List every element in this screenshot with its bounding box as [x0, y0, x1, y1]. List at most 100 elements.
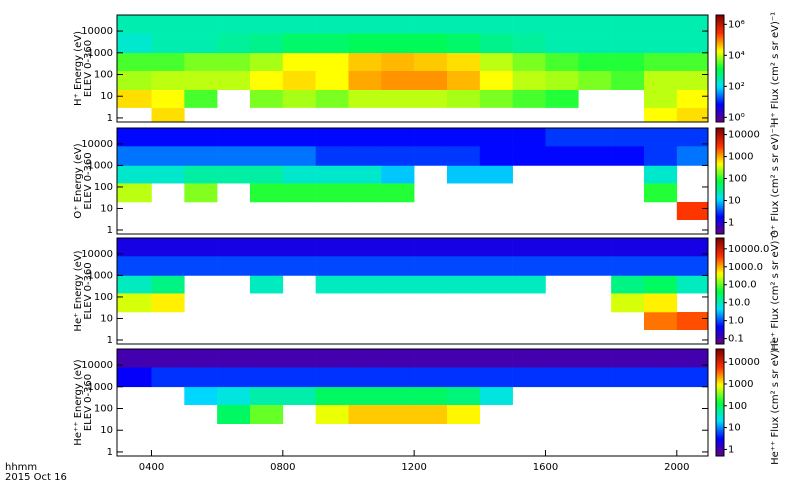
- colorbar-segment: [716, 232, 724, 235]
- heatmap-cell: [151, 15, 185, 34]
- plot-frame: [116, 348, 709, 457]
- colorbar-segment: [716, 186, 724, 189]
- colorbar-segment: [716, 177, 724, 180]
- heatmap-cell: [315, 33, 349, 54]
- colorbar-segment: [716, 350, 724, 354]
- colorbar-segment: [716, 128, 724, 131]
- heatmap-cell: [249, 367, 284, 388]
- y-tick-label: 1000: [88, 48, 113, 59]
- colorbar-segment: [716, 175, 724, 178]
- colorbar-segment: [716, 411, 724, 414]
- heatmap-cell: [282, 349, 316, 368]
- colorbar-segment: [716, 216, 724, 219]
- colorbar-frame: [715, 348, 725, 457]
- heatmap-cell: [479, 256, 513, 276]
- heatmap-cell: [117, 146, 152, 166]
- heatmap-cell: [446, 404, 481, 424]
- heatmap-cell: [315, 89, 349, 108]
- colorbar-segment: [716, 273, 724, 276]
- colorbar-segment: [716, 223, 724, 226]
- colorbar-segment: [716, 375, 724, 379]
- heatmap-cell: [643, 70, 678, 90]
- colorbar-segment: [716, 282, 724, 285]
- colorbar-segment: [716, 131, 724, 134]
- heatmap-cell: [315, 15, 349, 34]
- colorbar-segment: [716, 386, 724, 389]
- heatmap-cell: [578, 128, 612, 147]
- colorbar-segment: [716, 89, 724, 93]
- colorbar-segment: [716, 427, 724, 430]
- colorbar-segment: [716, 63, 724, 66]
- colorbar-segment: [716, 253, 724, 257]
- colorbar-segment: [716, 225, 724, 228]
- heatmap-cell: [151, 128, 185, 147]
- heatmap-cell: [249, 275, 284, 294]
- heatmap-cell: [479, 70, 513, 90]
- heatmap-cell: [151, 238, 185, 257]
- colorbar-segment: [716, 182, 724, 186]
- colorbar-tick-label: 1.0: [728, 316, 744, 327]
- heatmap-cell: [611, 256, 645, 276]
- heatmap-cell: [578, 367, 612, 388]
- colorbar-segment: [716, 422, 724, 425]
- colorbar-segment: [716, 54, 724, 57]
- heatmap-cell: [315, 70, 349, 90]
- colorbar-segment: [716, 202, 724, 205]
- heatmap-cell: [117, 15, 152, 34]
- colorbar-segment: [716, 252, 724, 255]
- heatmap-cell: [512, 128, 546, 147]
- heatmap-cell: [479, 386, 513, 405]
- heatmap-cell: [643, 238, 678, 257]
- colorbar-segment: [716, 407, 724, 411]
- heatmap-cell: [184, 15, 218, 34]
- colorbar-segment: [716, 414, 724, 418]
- colorbar-segment: [716, 268, 724, 271]
- colorbar-segment: [716, 443, 724, 446]
- colorbar-segment: [716, 381, 724, 384]
- heatmap-cell: [479, 89, 513, 108]
- colorbar-tick-label: 10.0: [728, 298, 750, 309]
- colorbar-segment: [716, 250, 724, 253]
- colorbar-segment: [716, 310, 724, 313]
- y-tick-label: 100: [94, 70, 113, 81]
- colorbar-segment: [716, 209, 724, 212]
- heatmap-cell: [184, 349, 218, 368]
- colorbar-segment: [716, 322, 724, 326]
- colorbar-segment: [716, 140, 724, 143]
- colorbar-segment: [716, 238, 724, 241]
- heatmap-cell: [217, 128, 251, 147]
- colorbar-segment: [716, 56, 724, 59]
- heatmap-cell: [117, 183, 152, 203]
- colorbar-segment: [716, 66, 724, 69]
- colorbar-segment: [716, 105, 724, 109]
- heatmap-cell: [282, 165, 316, 184]
- heatmap-cell: [479, 238, 513, 257]
- colorbar-segment: [716, 59, 724, 62]
- colorbar-segment: [716, 150, 724, 154]
- colorbar-segment: [716, 133, 724, 136]
- colorbar-segment: [716, 445, 724, 448]
- heatmap-cell: [151, 33, 185, 54]
- heatmap-cell: [282, 386, 316, 405]
- heatmap-cell: [348, 404, 382, 424]
- colorbar-segment: [716, 438, 724, 441]
- colorbar-segment: [716, 342, 724, 345]
- colorbar-segment: [716, 118, 724, 121]
- heatmap-cell: [512, 256, 546, 276]
- colorbar-segment: [716, 425, 724, 428]
- heatmap-cell: [184, 89, 218, 108]
- heatmap-cell: [282, 89, 316, 108]
- heatmap-cell: [315, 367, 349, 388]
- colorbar-segment: [716, 283, 724, 287]
- colorbar-segment: [716, 448, 724, 452]
- colorbar-segment: [716, 303, 724, 306]
- colorbar-segment: [716, 349, 724, 352]
- heatmap-cell: [151, 52, 185, 71]
- y-tick-label: 100: [94, 182, 113, 193]
- colorbar-segment: [716, 172, 724, 175]
- colorbar-segment: [716, 107, 724, 111]
- heatmap-cell: [381, 15, 415, 34]
- colorbar-segment: [716, 291, 724, 294]
- date-label: 2015 Oct 16: [5, 472, 67, 483]
- heatmap-cell: [676, 70, 709, 90]
